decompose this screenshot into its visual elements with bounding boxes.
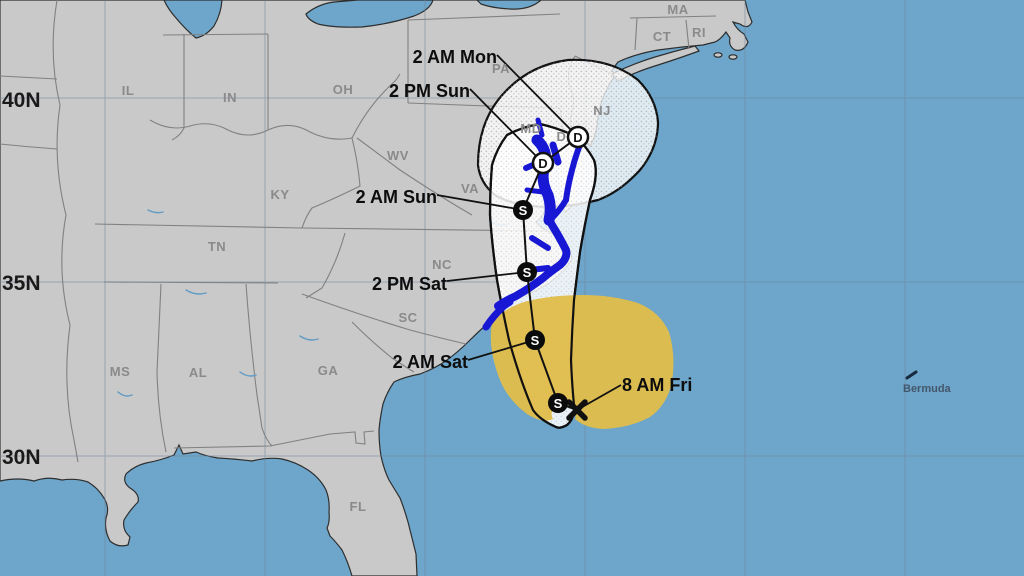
state-label-ms: MS <box>110 364 131 379</box>
state-label-nc: NC <box>432 257 452 272</box>
forecast-track-markers: S S S S D D <box>513 125 590 421</box>
storm-marker-s-2am-sun: S <box>513 200 533 220</box>
svg-text:S: S <box>523 265 532 280</box>
depression-marker-d-2pm-sun: D <box>531 151 555 175</box>
storm-marker-s-2pm-sat: S <box>517 262 537 282</box>
depression-marker-d-2am-mon: D <box>566 125 590 149</box>
state-label-ma: MA <box>667 2 688 17</box>
island-marthas-vineyard <box>713 52 723 58</box>
lake-erie <box>305 0 434 28</box>
time-label-2am-sat: 2 AM Sat <box>393 352 468 372</box>
time-label-2pm-sun: 2 PM Sun <box>389 81 470 101</box>
island-nantucket <box>728 54 738 60</box>
storm-marker-s-2pm-fri: S <box>548 393 568 413</box>
svg-text:D: D <box>573 130 582 145</box>
bermuda-island <box>905 370 918 380</box>
state-label-il: IL <box>122 83 135 98</box>
svg-text:S: S <box>531 333 540 348</box>
state-labels: IL IN OH PA WV KY VA TN NC SC GA AL MS F… <box>110 2 706 514</box>
state-label-oh: OH <box>333 82 354 97</box>
state-label-fl: FL <box>350 499 367 514</box>
state-label-ri: RI <box>692 25 706 40</box>
great-lakes <box>163 0 542 39</box>
long-island <box>611 45 700 82</box>
current-position-x-marker <box>566 399 588 421</box>
state-label-pa: PA <box>492 61 510 76</box>
state-label-in: IN <box>223 90 237 105</box>
bermuda-label: Bermuda <box>903 383 952 395</box>
svg-text:D: D <box>538 156 547 171</box>
lat-label-35n: 35N <box>2 272 41 295</box>
state-label-md: MD <box>520 121 541 136</box>
lake-michigan <box>163 0 223 39</box>
state-label-nj: NJ <box>593 103 611 118</box>
state-label-wv: WV <box>387 148 409 163</box>
forecast-time-labels: 2 AM Mon 2 PM Sun 2 AM Sun 2 PM Sat 2 AM… <box>356 47 693 395</box>
bermuda: Bermuda <box>903 370 952 395</box>
lat-label-40n: 40N <box>2 89 41 112</box>
state-label-al: AL <box>189 365 207 380</box>
latitude-labels: 40N 35N 30N <box>2 89 41 469</box>
time-label-2pm-sat: 2 PM Sat <box>372 274 447 294</box>
time-label-2am-sun: 2 AM Sun <box>356 187 437 207</box>
time-label-8am-fri: 8 AM Fri <box>622 375 692 395</box>
state-label-sc: SC <box>398 310 417 325</box>
lake-ontario <box>476 0 542 10</box>
lat-label-30n: 30N <box>2 446 41 469</box>
state-label-ky: KY <box>270 187 289 202</box>
storm-marker-s-2am-sat: S <box>525 330 545 350</box>
tropical-storm-wind-area <box>490 295 674 429</box>
state-label-va: VA <box>461 181 479 196</box>
state-label-ga: GA <box>318 363 339 378</box>
state-label-tn: TN <box>208 239 226 254</box>
svg-text:S: S <box>519 203 528 218</box>
svg-text:S: S <box>554 396 563 411</box>
state-label-ct: CT <box>653 29 671 44</box>
tropical-storm-warning-segments <box>482 117 588 331</box>
time-label-2am-mon: 2 AM Mon <box>413 47 497 67</box>
